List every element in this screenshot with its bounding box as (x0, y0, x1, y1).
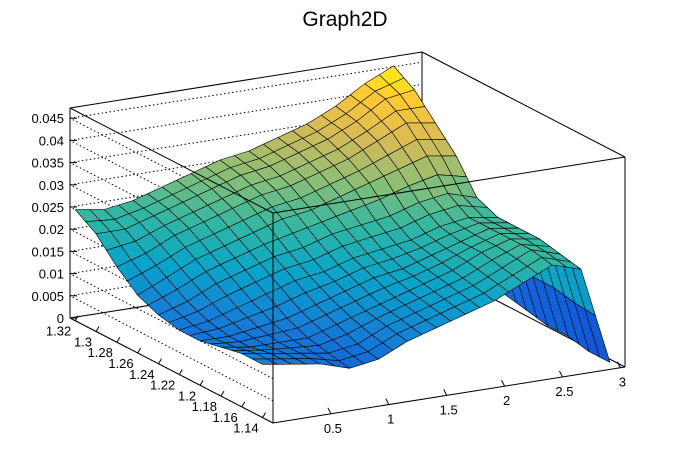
y-tick-label: 1.18 (192, 399, 217, 414)
y-tick-label: 1.26 (108, 356, 133, 371)
y-tick-label: 1.24 (129, 367, 154, 382)
front-top-edge-left (69, 107, 274, 214)
y-tick (241, 401, 246, 408)
front-top-edge-right (272, 156, 626, 214)
y-tick (158, 358, 162, 365)
y-axis-line (69, 317, 274, 424)
x-axis-line (272, 366, 626, 424)
surface (74, 65, 611, 369)
y-tick (220, 390, 225, 397)
x-tick-label: 2 (503, 393, 510, 408)
x-tick (559, 370, 563, 378)
x-tick (501, 379, 506, 387)
z-tick-label: 0.035 (31, 156, 64, 171)
x-tick-label: 2.5 (555, 384, 573, 399)
chart-title: Graph2D (302, 8, 387, 31)
y-tick (137, 347, 142, 354)
y-tick-label: 1.28 (88, 345, 113, 360)
z-tick-label: 0.01 (39, 267, 64, 282)
front-frame (69, 107, 626, 424)
y-tick-label: 1.14 (233, 421, 258, 436)
z-gridline-back (69, 61, 423, 119)
z-tick-label: 0.015 (31, 244, 64, 259)
x-tick (327, 407, 332, 415)
y-tick (95, 326, 100, 332)
y-tick (199, 380, 204, 386)
z-tick-label: 0.005 (31, 289, 64, 304)
y-tick-label: 1.32 (46, 324, 71, 339)
x-tick-label: 3 (619, 375, 626, 390)
z-tick-label: 0.03 (39, 178, 64, 193)
axis-ticks: 0 0.005 0.01 0.015 0.02 0.025 0.03 0.035 0.04 0.0… (31, 111, 626, 436)
y-tick-label: 1.22 (150, 378, 175, 393)
x-tick (616, 361, 621, 368)
x-tick-label: 1 (387, 412, 394, 427)
y-tick (262, 412, 267, 418)
y-tick-label: 1.2 (178, 388, 196, 403)
x-tick-label: 1.5 (440, 402, 458, 417)
back-top-edge-right (421, 51, 626, 158)
y-tick (74, 315, 79, 321)
y-tick (178, 369, 183, 375)
z-tick-label: 0 (57, 311, 64, 326)
surface-cell (251, 358, 278, 365)
back-top-edge-left (69, 51, 423, 109)
x-tick (443, 389, 448, 396)
x-tick (385, 398, 390, 405)
z-tick-label: 0.02 (39, 222, 64, 237)
y-tick-label: 1.3 (74, 334, 92, 349)
y-tick (116, 336, 121, 343)
z-tick-label: 0.04 (39, 133, 64, 148)
x-tick-label: 0.5 (324, 421, 342, 436)
y-tick-label: 1.16 (212, 410, 237, 425)
z-tick-label: 0.045 (31, 111, 64, 126)
z-tick-label: 0.025 (31, 200, 64, 215)
